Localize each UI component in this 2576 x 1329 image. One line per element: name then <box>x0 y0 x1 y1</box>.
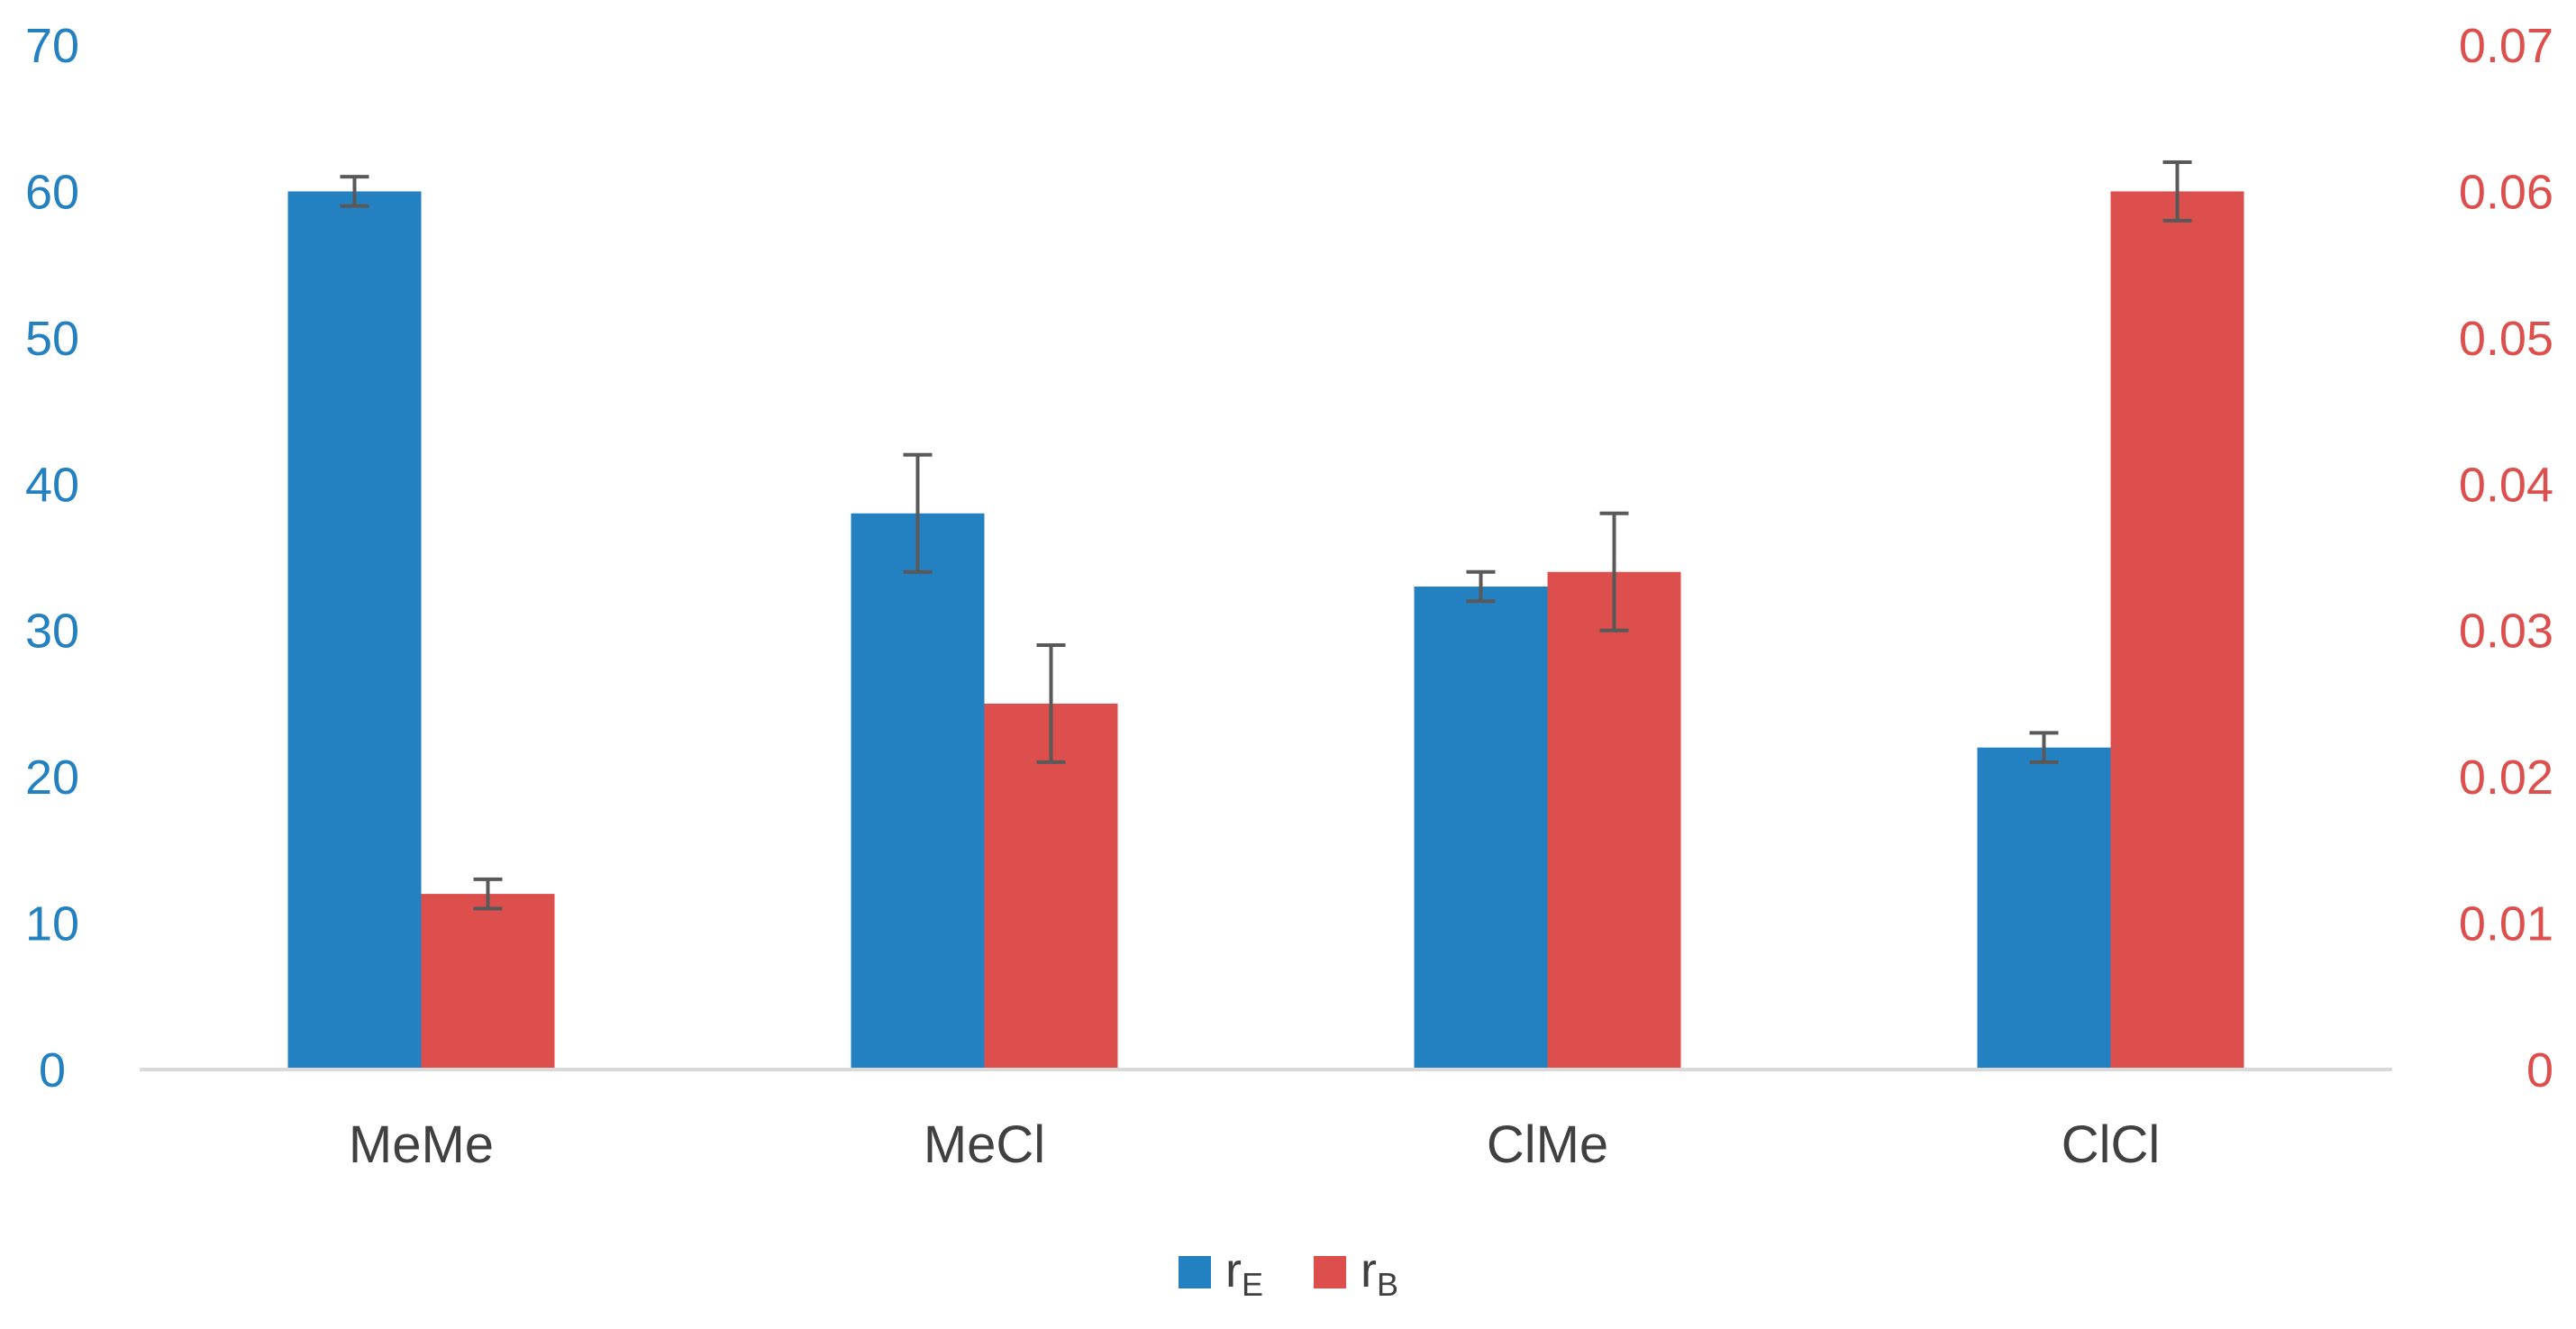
right-tick-label: 0.02 <box>2459 751 2553 805</box>
left-tick-label: 20 <box>25 751 79 805</box>
right-axis-ticks: 0 0.01 0.02 0.03 0.04 0.05 0.06 0.07 <box>2459 19 2553 1097</box>
left-tick-label: 0 <box>39 1043 66 1097</box>
right-tick-label: 0.07 <box>2459 19 2553 73</box>
bar-rB-ClMe <box>1547 571 1681 1070</box>
left-tick-label: 70 <box>25 19 79 73</box>
category-label: MeMe <box>349 1115 494 1174</box>
left-axis-ticks: 0 10 20 30 40 50 60 70 <box>25 19 79 1097</box>
bar-rE-MeCl <box>851 513 985 1070</box>
category-labels: MeMe MeCl ClMe ClCl <box>349 1115 2160 1174</box>
category-label: ClMe <box>1487 1115 1608 1174</box>
bar-rB-ClCl <box>2110 191 2244 1070</box>
right-tick-label: 0.04 <box>2459 458 2553 512</box>
bar-rE-ClCl <box>1977 747 2111 1070</box>
legend-label-rE: rE <box>1225 1243 1263 1303</box>
right-tick-label: 0 <box>2526 1043 2553 1097</box>
category-label: MeCl <box>924 1115 1045 1174</box>
left-tick-label: 40 <box>25 458 79 512</box>
bar-rB-MeCl <box>984 703 1118 1070</box>
bars <box>287 191 2244 1070</box>
error-bars <box>340 159 2192 911</box>
left-tick-label: 50 <box>25 312 79 366</box>
bar-rB-MeMe <box>421 894 555 1070</box>
right-tick-label: 0.03 <box>2459 605 2553 659</box>
legend: rE rB <box>1179 1243 1398 1303</box>
left-tick-label: 60 <box>25 165 79 219</box>
right-tick-label: 0.06 <box>2459 165 2553 219</box>
left-tick-label: 10 <box>25 897 79 951</box>
right-tick-label: 0.01 <box>2459 897 2553 951</box>
legend-swatch-rB <box>1314 1256 1346 1288</box>
category-label: ClCl <box>2062 1115 2161 1174</box>
bar-rE-MeMe <box>287 191 422 1070</box>
legend-label-rB: rB <box>1361 1243 1398 1303</box>
right-tick-label: 0.05 <box>2459 312 2553 366</box>
legend-swatch-rE <box>1179 1256 1211 1288</box>
bar-rE-ClMe <box>1414 586 1548 1070</box>
left-tick-label: 30 <box>25 605 79 659</box>
